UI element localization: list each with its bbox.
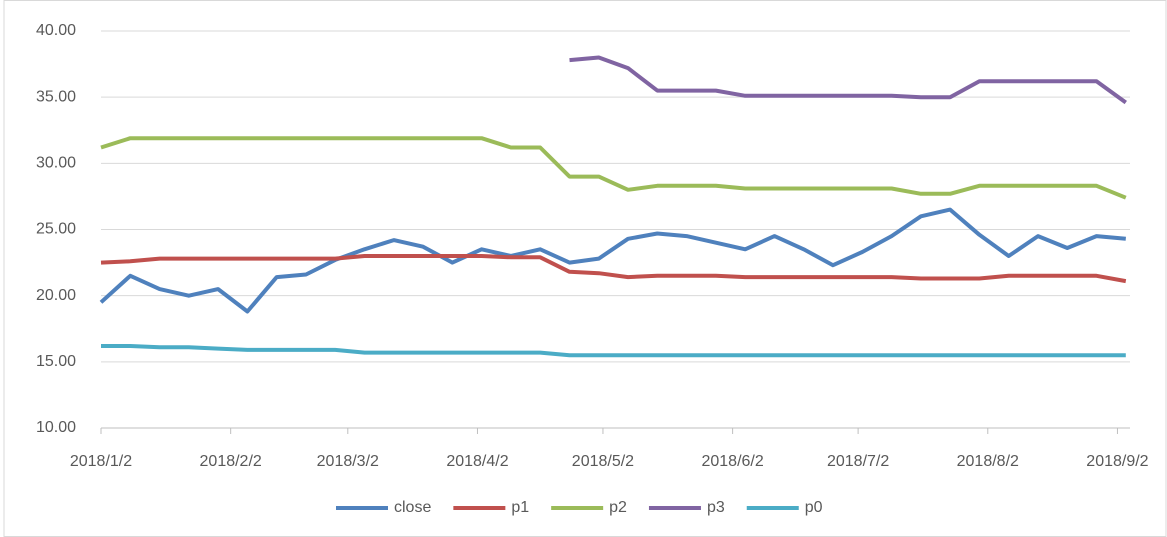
x-tick-label: 2018/2/2: [200, 453, 262, 470]
legend-label: p2: [609, 499, 627, 516]
legend-label: p1: [511, 499, 529, 516]
x-tick-label: 2018/8/2: [957, 453, 1019, 470]
y-tick-label: 30.00: [36, 155, 76, 172]
legend-label: p0: [805, 499, 823, 516]
x-tick-label: 2018/3/2: [317, 453, 379, 470]
y-tick-label: 35.00: [36, 88, 76, 105]
series-line: [99, 207, 1126, 314]
series-line: [569, 55, 1127, 105]
x-tick-label: 2018/7/2: [827, 453, 889, 470]
y-tick-label: 10.00: [36, 419, 76, 436]
series-line: [100, 254, 1127, 284]
series-line: [100, 136, 1127, 200]
y-tick-label: 20.00: [36, 287, 76, 304]
y-tick-label: 15.00: [36, 353, 76, 370]
x-tick-label: 2018/6/2: [701, 453, 763, 470]
series-line: [101, 344, 1126, 358]
x-tick-label: 2018/4/2: [446, 453, 508, 470]
x-tick-label: 2018/5/2: [572, 453, 634, 470]
legend-label: p3: [707, 499, 725, 516]
x-tick-label: 2018/1/2: [70, 453, 132, 470]
chart-border: [3, 0, 1167, 537]
y-tick-label: 25.00: [36, 221, 76, 238]
y-tick-label: 40.00: [36, 22, 76, 39]
legend-label: close: [394, 499, 431, 516]
x-tick-label: 2018/9/2: [1086, 453, 1148, 470]
